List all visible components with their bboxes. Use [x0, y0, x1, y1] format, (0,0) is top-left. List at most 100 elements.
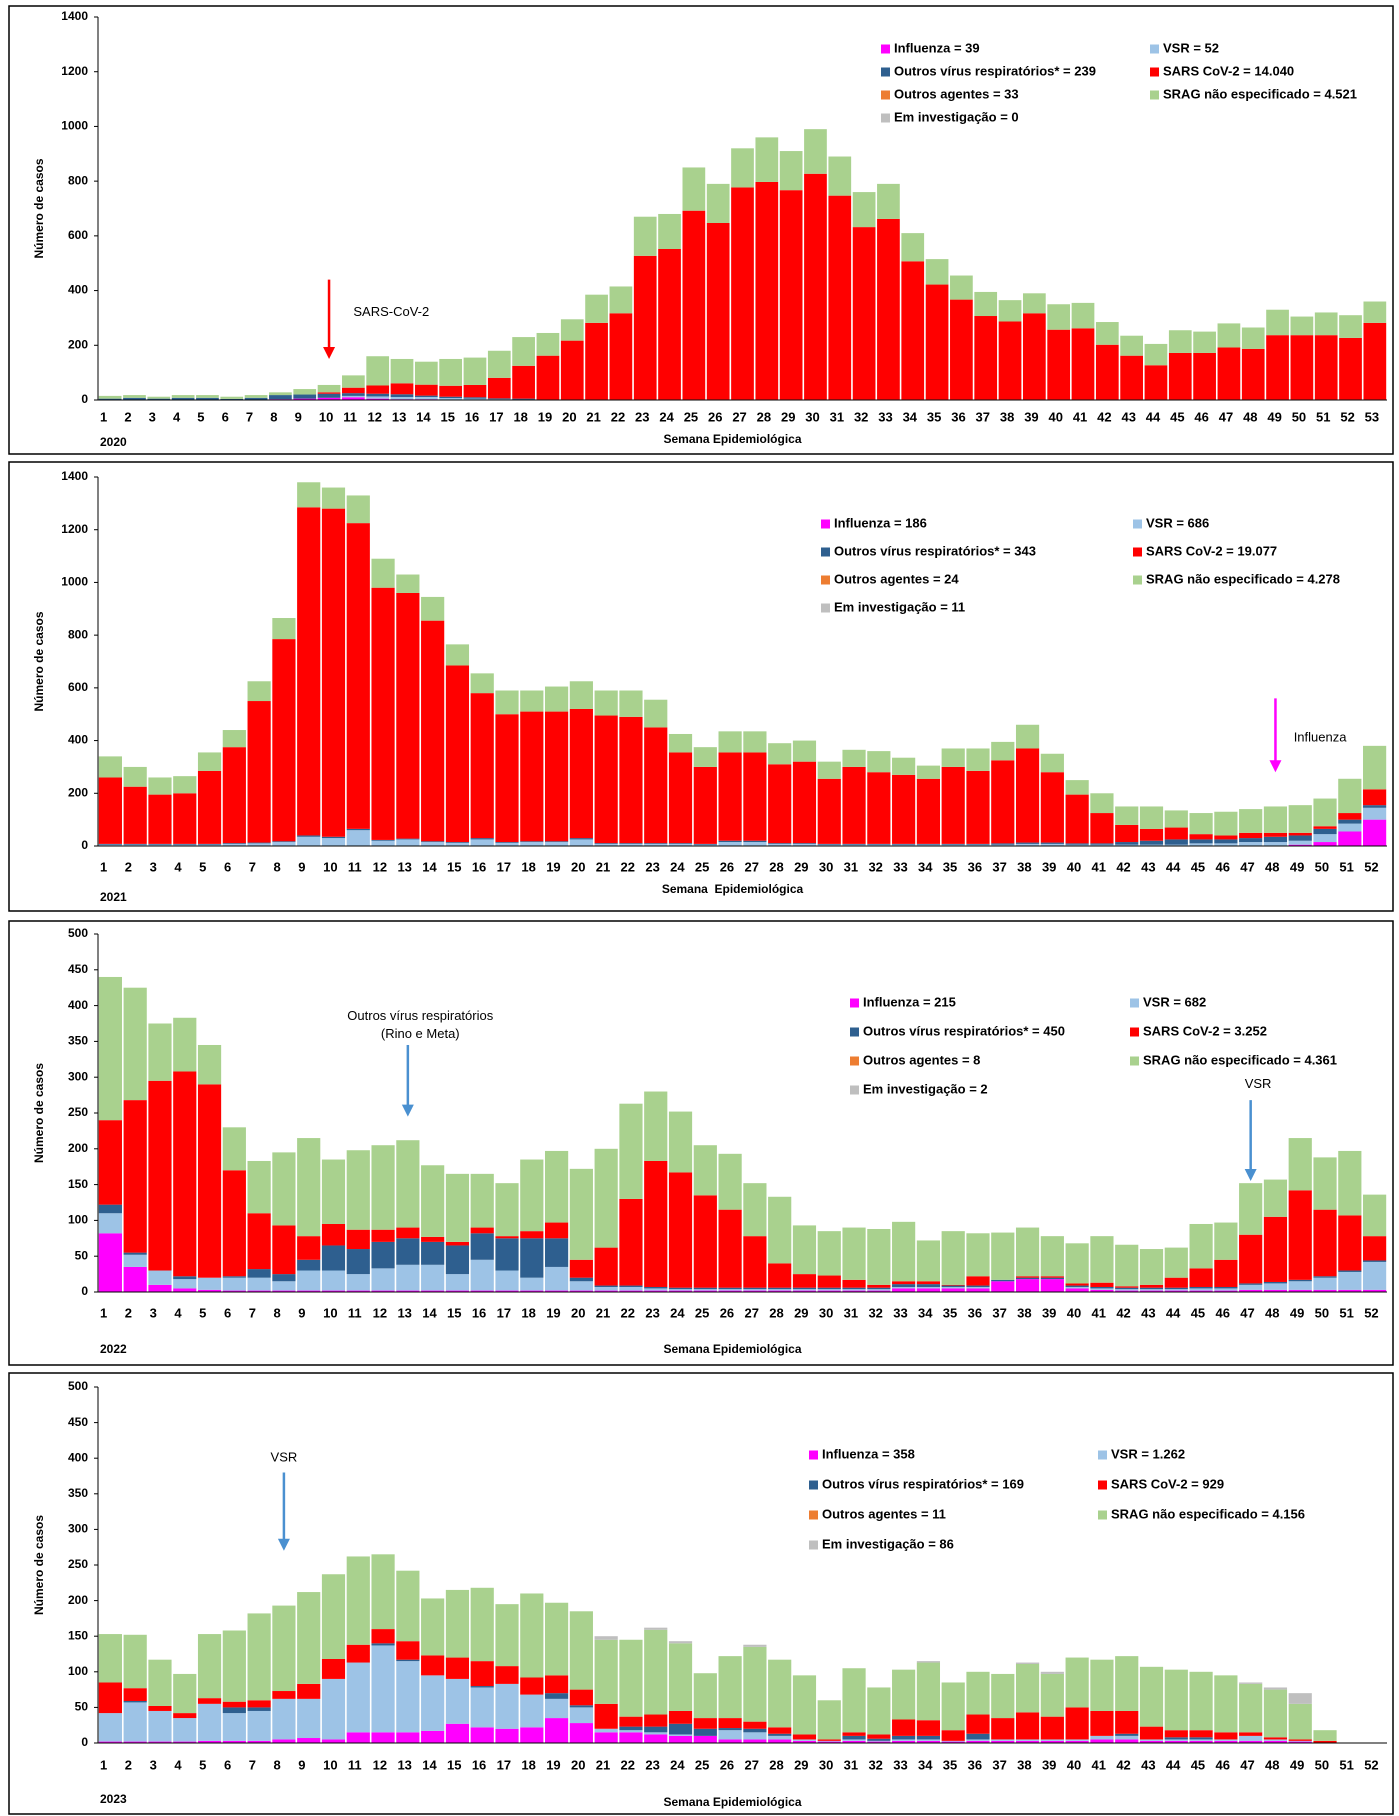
- bar-segment: [1115, 1656, 1139, 1711]
- bar-segment: [1164, 1669, 1188, 1731]
- bar-segment: [1164, 1287, 1188, 1290]
- bar-segment: [668, 1735, 693, 1743]
- bar-segment: [619, 843, 643, 844]
- legend-label: VSR = 52: [1163, 40, 1219, 55]
- bar-segment: [1338, 1289, 1362, 1292]
- bar-segment: [966, 1714, 990, 1734]
- bar-segment: [98, 1120, 122, 1205]
- bar-segment: [520, 841, 544, 843]
- x-tick-label: 47: [1219, 409, 1233, 424]
- bar-segment: [463, 398, 487, 400]
- bar-segment: [852, 192, 876, 228]
- bar-segment: [1263, 1179, 1288, 1217]
- bar-segment: [536, 355, 560, 400]
- bar-segment: [173, 1071, 197, 1277]
- bar-segment: [998, 300, 1022, 322]
- bar-segment: [1164, 1730, 1188, 1738]
- bar-segment: [718, 752, 742, 841]
- bar-segment: [1214, 1675, 1238, 1733]
- bar-segment: [594, 1636, 618, 1640]
- bar-segment: [842, 1740, 866, 1743]
- bar-segment: [414, 396, 438, 400]
- bar-segment: [148, 1080, 172, 1271]
- bar-segment: [396, 1570, 420, 1642]
- bar-segment: [925, 284, 949, 400]
- bar-segment: [941, 1730, 965, 1741]
- bar-segment: [1214, 843, 1238, 846]
- x-tick-label: 14: [422, 1757, 437, 1772]
- bar-segment: [817, 1741, 841, 1743]
- x-tick-label: 1: [100, 1757, 107, 1772]
- bar-segment: [346, 1732, 370, 1743]
- bar-segment: [495, 1683, 519, 1729]
- bar-segment: [1015, 1739, 1040, 1741]
- bar-segment: [817, 843, 841, 845]
- bar-segment: [1288, 844, 1312, 846]
- bar-segment: [842, 1287, 866, 1290]
- bar-segment: [495, 1183, 519, 1237]
- x-tick-label: 3: [150, 1305, 157, 1320]
- bar-segment: [495, 1666, 519, 1684]
- bar-segment: [247, 1710, 271, 1741]
- x-tick-label: 14: [422, 859, 437, 874]
- x-tick-label: 13: [397, 1757, 411, 1772]
- bar-segment: [1339, 337, 1362, 400]
- bar-segment: [966, 1285, 990, 1287]
- bar-segment: [1313, 1740, 1337, 1743]
- bar-segment: [644, 699, 668, 728]
- bar-segment: [470, 839, 494, 846]
- bar-segment: [346, 1229, 370, 1250]
- bar-segment: [1144, 343, 1168, 366]
- bar-segment: [892, 1288, 916, 1292]
- bar-segment: [693, 1718, 717, 1729]
- bar-segment: [1288, 1289, 1312, 1292]
- bar-segment: [1065, 1707, 1089, 1740]
- bar-segment: [867, 772, 891, 844]
- bar-segment: [98, 976, 122, 1121]
- bar-segment: [569, 708, 593, 839]
- bar-segment: [321, 1159, 346, 1224]
- bar-segment: [1164, 1277, 1188, 1288]
- x-tick-label: 36: [968, 859, 982, 874]
- bar-segment: [1263, 836, 1288, 843]
- legend-swatch: [1133, 575, 1142, 585]
- x-tick-label: 19: [546, 859, 560, 874]
- bar-segment: [321, 1658, 346, 1679]
- bar-segment: [569, 681, 593, 709]
- bar-segment: [817, 1739, 841, 1741]
- x-tick-label: 40: [1067, 1757, 1081, 1772]
- x-tick-label: 51: [1316, 409, 1330, 424]
- bar-segment: [842, 1739, 866, 1741]
- bar-segment: [1363, 1194, 1387, 1237]
- legend-label: Outros vírus respiratórios* = 450: [863, 1023, 1065, 1038]
- bar-segment: [1120, 335, 1143, 356]
- x-tick-label: 6: [222, 409, 229, 424]
- bar-segment: [1288, 1739, 1312, 1741]
- bar-segment: [222, 1276, 246, 1278]
- bar-segment: [867, 1734, 891, 1739]
- bar-segment: [222, 1740, 246, 1743]
- legend-swatch: [881, 113, 890, 123]
- bar-segment: [718, 1153, 742, 1210]
- bar-segment: [842, 1227, 866, 1280]
- bar-segment: [892, 1719, 916, 1736]
- x-tick-label: 42: [1116, 1757, 1130, 1772]
- x-tick-label: 41: [1092, 1757, 1106, 1772]
- bar-segment: [1139, 1284, 1164, 1288]
- bar-segment: [991, 1279, 1015, 1282]
- y-tick-label: 250: [68, 1105, 88, 1119]
- bar-segment: [792, 1739, 817, 1741]
- x-tick-label: 2: [125, 1305, 132, 1320]
- bar-segment: [916, 1739, 941, 1741]
- x-tick-label: 7: [249, 859, 256, 874]
- bar-segment: [842, 1732, 866, 1736]
- bar-segment: [371, 1643, 395, 1646]
- bar-segment: [1115, 842, 1139, 845]
- bar-segment: [867, 1290, 891, 1292]
- bar-segment: [222, 730, 246, 748]
- y-tick-label: 800: [68, 173, 88, 187]
- y-tick-label: 200: [68, 337, 88, 351]
- bar-segment: [247, 1613, 271, 1701]
- bar-segment: [1263, 1289, 1288, 1292]
